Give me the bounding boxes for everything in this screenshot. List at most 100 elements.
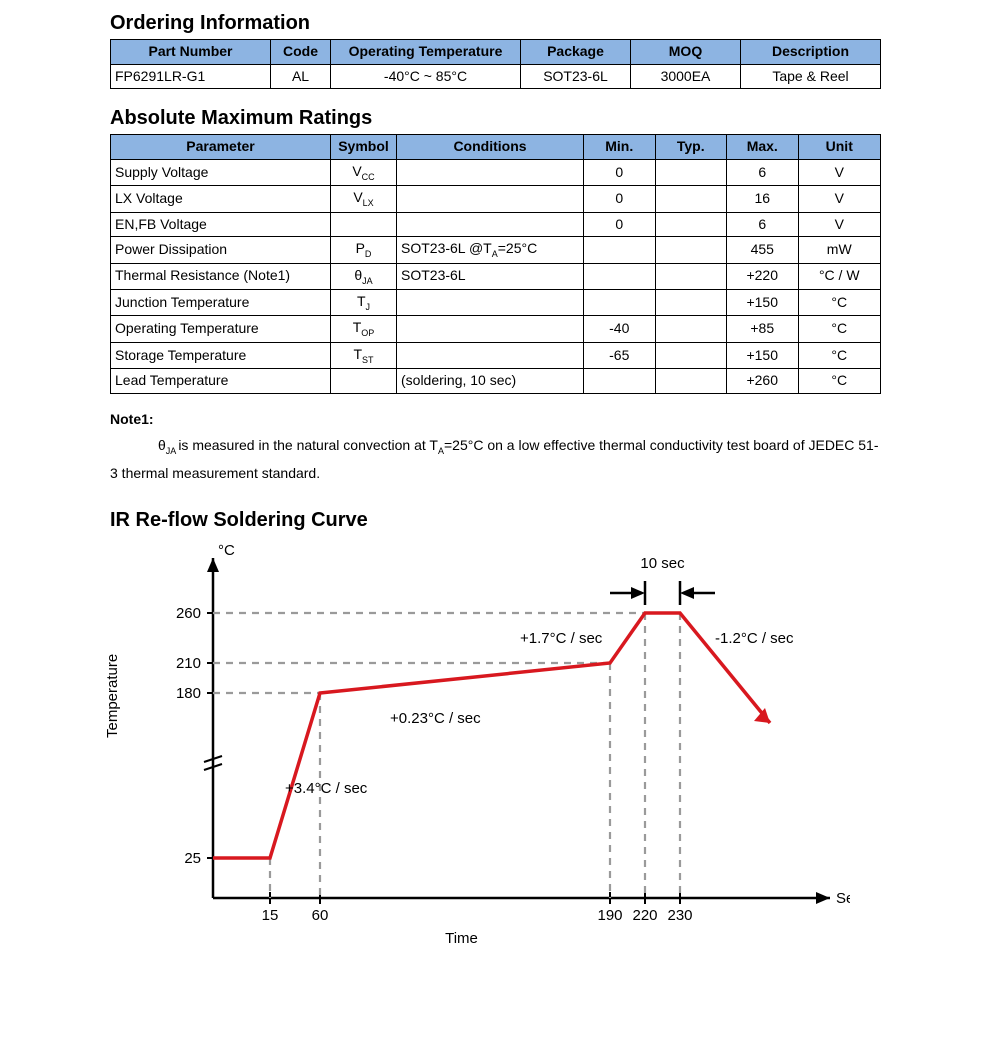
ordering-cell: SOT23-6L bbox=[521, 64, 631, 89]
amr-header: Parameter bbox=[111, 135, 331, 160]
amr-cell: Thermal Resistance (Note1) bbox=[111, 263, 331, 289]
amr-cell: 455 bbox=[727, 237, 799, 263]
amr-cell bbox=[655, 186, 727, 212]
amr-cell: 0 bbox=[584, 159, 656, 185]
ordering-cell: Tape & Reel bbox=[741, 64, 881, 89]
amr-cell: +150 bbox=[727, 342, 799, 368]
amr-cell: VLX bbox=[331, 186, 397, 212]
amr-cell bbox=[584, 237, 656, 263]
amr-cell bbox=[397, 212, 584, 237]
amr-cell bbox=[397, 159, 584, 185]
amr-cell: (soldering, 10 sec) bbox=[397, 369, 584, 394]
amr-cell bbox=[584, 263, 656, 289]
amr-cell: +150 bbox=[727, 289, 799, 315]
ordering-header: MOQ bbox=[631, 40, 741, 65]
amr-cell bbox=[584, 289, 656, 315]
reflow-chart: 25180210260°C1560190220230SecTime10 sec+… bbox=[110, 538, 881, 961]
y-axis-label: Temperature bbox=[104, 654, 121, 738]
amr-cell bbox=[331, 369, 397, 394]
svg-text:15: 15 bbox=[262, 907, 279, 924]
ordering-table: Part NumberCodeOperating TemperaturePack… bbox=[110, 39, 881, 89]
amr-cell bbox=[397, 289, 584, 315]
amr-cell: +85 bbox=[727, 316, 799, 342]
svg-text:210: 210 bbox=[176, 655, 201, 672]
svg-text:10 sec: 10 sec bbox=[640, 555, 685, 572]
svg-text:-1.2°C / sec: -1.2°C / sec bbox=[715, 630, 794, 647]
amr-cell: 6 bbox=[727, 212, 799, 237]
section-title-curve: IR Re-flow Soldering Curve bbox=[110, 509, 881, 532]
amr-header: Symbol bbox=[331, 135, 397, 160]
svg-text:25: 25 bbox=[184, 850, 201, 867]
note1-text: θJA is measured in the natural convectio… bbox=[110, 432, 881, 486]
amr-cell: TJ bbox=[331, 289, 397, 315]
amr-cell: Supply Voltage bbox=[111, 159, 331, 185]
amr-cell: °C bbox=[798, 369, 881, 394]
svg-text:60: 60 bbox=[312, 907, 329, 924]
amr-cell: V bbox=[798, 186, 881, 212]
svg-text:190: 190 bbox=[597, 907, 622, 924]
ordering-cell: AL bbox=[271, 64, 331, 89]
svg-text:°C: °C bbox=[218, 542, 235, 559]
amr-cell bbox=[655, 316, 727, 342]
amr-cell: SOT23-6L @TA=25°C bbox=[397, 237, 584, 263]
amr-cell: 0 bbox=[584, 212, 656, 237]
amr-header: Unit bbox=[798, 135, 881, 160]
amr-cell: V bbox=[798, 212, 881, 237]
amr-cell bbox=[397, 186, 584, 212]
amr-cell bbox=[655, 289, 727, 315]
amr-cell: Power Dissipation bbox=[111, 237, 331, 263]
svg-text:260: 260 bbox=[176, 605, 201, 622]
svg-text:220: 220 bbox=[632, 907, 657, 924]
amr-cell: TST bbox=[331, 342, 397, 368]
svg-text:+3.4°C / sec: +3.4°C / sec bbox=[285, 780, 368, 797]
amr-cell: °C / W bbox=[798, 263, 881, 289]
amr-cell bbox=[331, 212, 397, 237]
note1: Note1: θJA is measured in the natural co… bbox=[110, 406, 881, 487]
amr-cell: °C bbox=[798, 289, 881, 315]
amr-cell: VCC bbox=[331, 159, 397, 185]
amr-cell: TOP bbox=[331, 316, 397, 342]
ordering-cell: FP6291LR-G1 bbox=[111, 64, 271, 89]
svg-text:+1.7°C / sec: +1.7°C / sec bbox=[520, 630, 603, 647]
amr-cell bbox=[655, 342, 727, 368]
amr-cell: +220 bbox=[727, 263, 799, 289]
ordering-cell: -40°C ~ 85°C bbox=[331, 64, 521, 89]
amr-cell: -40 bbox=[584, 316, 656, 342]
svg-text:230: 230 bbox=[667, 907, 692, 924]
note1-label: Note1: bbox=[110, 406, 881, 433]
amr-cell: 16 bbox=[727, 186, 799, 212]
amr-cell bbox=[584, 369, 656, 394]
amr-cell: mW bbox=[798, 237, 881, 263]
amr-cell: +260 bbox=[727, 369, 799, 394]
section-title-ordering: Ordering Information bbox=[110, 12, 881, 35]
amr-cell bbox=[655, 369, 727, 394]
amr-cell: °C bbox=[798, 316, 881, 342]
svg-text:180: 180 bbox=[176, 685, 201, 702]
amr-cell: LX Voltage bbox=[111, 186, 331, 212]
amr-cell bbox=[397, 316, 584, 342]
reflow-chart-svg: 25180210260°C1560190220230SecTime10 sec+… bbox=[110, 538, 850, 958]
svg-text:Time: Time bbox=[445, 930, 478, 947]
amr-cell: SOT23-6L bbox=[397, 263, 584, 289]
amr-header: Conditions bbox=[397, 135, 584, 160]
ordering-header: Code bbox=[271, 40, 331, 65]
section-title-amr: Absolute Maximum Ratings bbox=[110, 107, 881, 130]
amr-table: ParameterSymbolConditionsMin.Typ.Max.Uni… bbox=[110, 134, 881, 394]
amr-cell: 6 bbox=[727, 159, 799, 185]
amr-cell: Operating Temperature bbox=[111, 316, 331, 342]
amr-cell: θJA bbox=[331, 263, 397, 289]
ordering-header: Package bbox=[521, 40, 631, 65]
amr-cell bbox=[655, 237, 727, 263]
amr-cell: Lead Temperature bbox=[111, 369, 331, 394]
amr-header: Typ. bbox=[655, 135, 727, 160]
amr-cell: EN,FB Voltage bbox=[111, 212, 331, 237]
amr-cell: Junction Temperature bbox=[111, 289, 331, 315]
amr-cell bbox=[397, 342, 584, 368]
amr-cell: PD bbox=[331, 237, 397, 263]
ordering-header: Part Number bbox=[111, 40, 271, 65]
svg-text:+0.23°C / sec: +0.23°C / sec bbox=[390, 710, 481, 727]
amr-cell: Storage Temperature bbox=[111, 342, 331, 368]
amr-cell bbox=[655, 159, 727, 185]
amr-cell bbox=[655, 212, 727, 237]
ordering-header: Description bbox=[741, 40, 881, 65]
